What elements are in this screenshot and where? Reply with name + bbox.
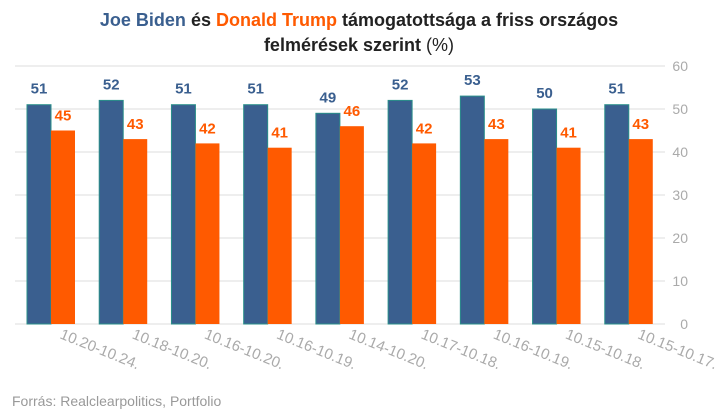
data-label-trump: 43 — [632, 116, 649, 133]
x-tick-label: 10.14-10.20. — [346, 326, 430, 373]
source-note: Forrás: Realclearpolitics, Portfolio — [12, 393, 222, 409]
bar-trump — [484, 139, 509, 324]
y-tick-label: 40 — [672, 144, 688, 160]
data-label-trump: 41 — [271, 125, 288, 142]
title-line2-text: felmérések szerint — [263, 35, 422, 55]
data-label-biden: 51 — [175, 81, 192, 98]
data-label-biden: 51 — [247, 81, 264, 98]
bar-biden — [170, 104, 196, 325]
title-unit: (%) — [426, 35, 455, 55]
bar-trump — [123, 139, 148, 324]
data-label-trump: 43 — [488, 116, 505, 133]
bar-trump — [267, 147, 292, 324]
bar-biden — [243, 104, 269, 325]
title-rest: támogatottsága a friss országos — [342, 10, 619, 30]
data-label-trump: 46 — [344, 103, 361, 120]
y-tick-label: 10 — [672, 273, 688, 289]
x-tick-label: 10.16-10.19. — [274, 326, 358, 373]
data-label-trump: 41 — [560, 125, 577, 142]
bar-biden — [604, 104, 630, 325]
data-label-biden: 49 — [320, 89, 337, 106]
title-trump: Donald Trump — [216, 10, 337, 30]
title-line-1: Joe Biden és Donald Trump támogatottsága… — [0, 8, 718, 33]
data-label-biden: 50 — [536, 85, 553, 102]
bar-trump — [51, 130, 75, 324]
data-label-biden: 52 — [103, 76, 120, 93]
x-tick-label: 10.15-10.17. — [635, 326, 718, 373]
bar-biden — [459, 95, 485, 325]
bar-trump — [339, 126, 364, 324]
bar-biden — [26, 104, 52, 325]
data-label-trump: 42 — [199, 120, 216, 137]
data-label-trump: 45 — [55, 108, 72, 125]
data-label-biden: 52 — [392, 76, 409, 93]
x-tick-label: 10.15-10.18. — [563, 326, 647, 373]
x-tick-label: 10.20-10.24. — [58, 326, 142, 373]
title-line-2: felmérések szerint (%) — [0, 33, 718, 58]
bar-trump — [412, 143, 437, 324]
x-tick-label: 10.16-10.20. — [202, 326, 286, 373]
bar-trump — [628, 139, 653, 324]
data-label-biden: 51 — [31, 81, 48, 98]
data-label-trump: 43 — [127, 116, 144, 133]
x-tick-label: 10.18-10.20. — [130, 326, 214, 373]
title-biden: Joe Biden — [99, 10, 186, 30]
bar-biden — [315, 112, 341, 325]
title-connector: és — [190, 10, 211, 30]
y-tick-label: 30 — [672, 187, 688, 203]
data-label-biden: 53 — [464, 72, 481, 89]
data-label-biden: 51 — [608, 81, 625, 98]
x-tick-label: 10.16-10.19. — [491, 326, 575, 373]
data-label-trump: 42 — [416, 120, 433, 137]
y-tick-label: 60 — [672, 58, 688, 74]
y-tick-label: 0 — [680, 316, 688, 332]
bar-trump — [195, 143, 220, 324]
bar-trump — [556, 147, 581, 324]
y-tick-label: 20 — [672, 230, 688, 246]
chart-title: Joe Biden és Donald Trump támogatottsága… — [0, 8, 718, 58]
y-tick-label: 50 — [672, 101, 688, 117]
bar-biden — [387, 99, 413, 325]
bar-biden — [532, 108, 558, 325]
bar-biden — [98, 99, 124, 325]
x-tick-label: 10.17-10.18. — [419, 326, 503, 373]
